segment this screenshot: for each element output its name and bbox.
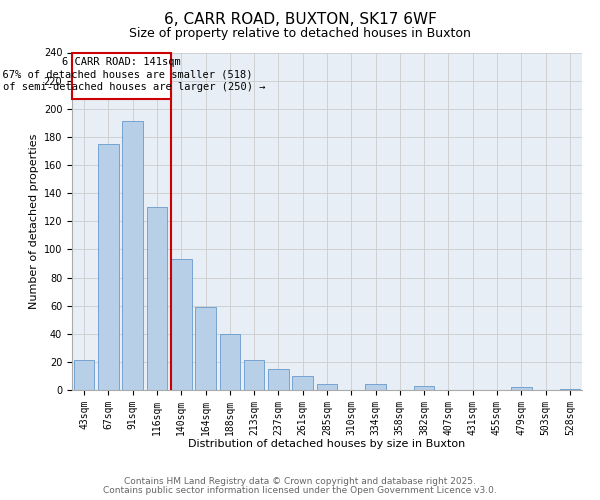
Bar (171, 259, 191, 390)
Text: ← 67% of detached houses are smaller (518): ← 67% of detached houses are smaller (51… (0, 70, 253, 80)
FancyBboxPatch shape (72, 52, 171, 99)
Bar (560, 388, 580, 390)
Bar (511, 387, 532, 390)
Bar (146, 207, 167, 390)
Bar (220, 334, 240, 390)
Bar (414, 386, 434, 390)
Bar (268, 369, 289, 390)
X-axis label: Distribution of detached houses by size in Buxton: Distribution of detached houses by size … (188, 439, 466, 449)
Bar (365, 384, 386, 390)
Text: 32% of semi-detached houses are larger (250) →: 32% of semi-detached houses are larger (… (0, 82, 265, 92)
Text: 6, CARR ROAD, BUXTON, SK17 6WF: 6, CARR ROAD, BUXTON, SK17 6WF (164, 12, 436, 28)
Text: Contains public sector information licensed under the Open Government Licence v3: Contains public sector information licen… (103, 486, 497, 495)
Text: 6 CARR ROAD: 141sqm: 6 CARR ROAD: 141sqm (62, 56, 181, 66)
Text: Size of property relative to detached houses in Buxton: Size of property relative to detached ho… (129, 28, 471, 40)
Y-axis label: Number of detached properties: Number of detached properties (29, 134, 40, 309)
Bar (74, 360, 94, 390)
Bar (317, 384, 337, 390)
Bar (122, 122, 143, 390)
Bar (98, 144, 119, 390)
Bar (292, 376, 313, 390)
Bar (244, 360, 265, 390)
Text: Contains HM Land Registry data © Crown copyright and database right 2025.: Contains HM Land Registry data © Crown c… (124, 477, 476, 486)
Bar (195, 307, 216, 390)
